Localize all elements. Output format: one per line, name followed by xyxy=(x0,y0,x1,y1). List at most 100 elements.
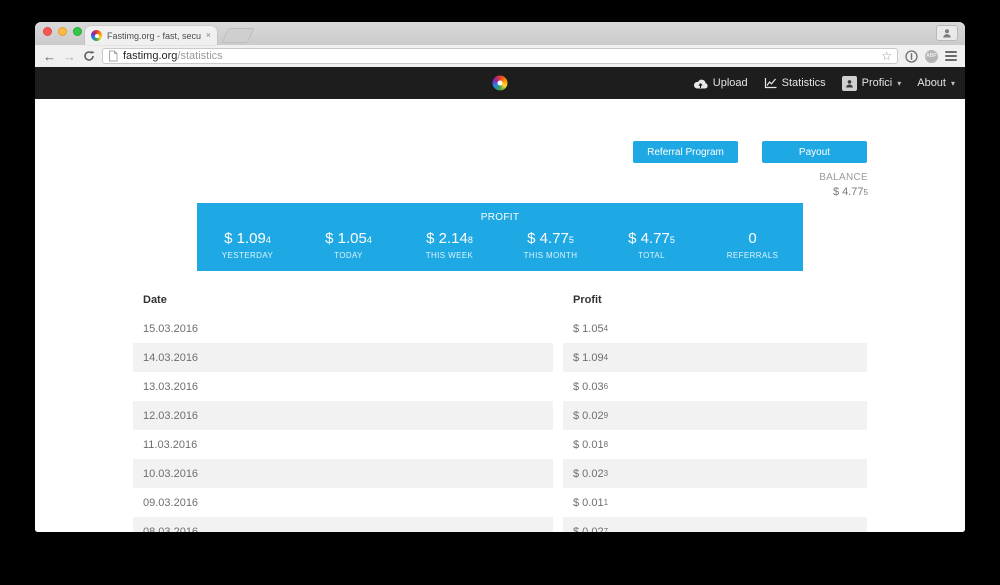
table-row: 11.03.2016 $ 0.01 8 xyxy=(133,430,867,459)
minimize-window-button[interactable] xyxy=(58,27,67,36)
cloud-upload-icon xyxy=(693,79,708,89)
url-text: fastimg.org/statistics xyxy=(123,50,223,62)
table-row: 12.03.2016 $ 0.02 9 xyxy=(133,401,867,430)
tab-strip: Fastimg.org - fast, secure × xyxy=(35,22,965,45)
nav-statistics-label: Statistics xyxy=(781,77,826,89)
chevron-down-icon: ▾ xyxy=(950,78,955,88)
table-row: 10.03.2016 $ 0.02 3 xyxy=(133,459,867,488)
profit-stat: $ 4.775 TOTAL xyxy=(601,230,702,260)
row-date: 10.03.2016 xyxy=(133,459,553,488)
chrome-profile-button[interactable] xyxy=(936,25,958,41)
browser-tab[interactable]: Fastimg.org - fast, secure × xyxy=(85,26,217,45)
close-window-button[interactable] xyxy=(43,27,52,36)
profit-stat: $ 1.054 TODAY xyxy=(298,230,399,260)
table-row: 14.03.2016 $ 1.09 4 xyxy=(133,343,867,372)
row-date: 13.03.2016 xyxy=(133,372,553,401)
payout-button[interactable]: Payout xyxy=(762,141,867,163)
row-sub-digit: 4 xyxy=(603,353,609,362)
row-profit: $ 0.02 7 xyxy=(563,517,867,532)
row-date: 15.03.2016 xyxy=(133,314,553,343)
profit-stats: $ 1.094 YESTERDAY $ 1.054 TODAY $ 2.148 … xyxy=(197,230,803,260)
row-sub-digit: 3 xyxy=(603,469,609,478)
stat-sub-digit: 4 xyxy=(265,235,271,245)
browser-toolbar: ← → fastimg.org/statistics ☆ ABP xyxy=(35,45,965,67)
profit-table: Date Profit 15.03.2016 $ 1.05 4 14.03.201… xyxy=(133,285,867,532)
stat-label: REFERRALS xyxy=(726,251,779,260)
table-row: 13.03.2016 $ 0.03 6 xyxy=(133,372,867,401)
chart-icon xyxy=(764,78,777,89)
forward-button: → xyxy=(63,48,76,64)
row-sub-digit: 6 xyxy=(603,382,609,391)
new-tab-button[interactable] xyxy=(221,28,255,43)
stat-label: TOTAL xyxy=(637,251,666,260)
nav-user-label: Profici xyxy=(861,77,893,89)
nav-about-menu[interactable]: About ▾ xyxy=(917,77,955,89)
stat-label: THIS WEEK xyxy=(425,251,474,260)
table-row: 08.03.2016 $ 0.02 7 xyxy=(133,517,867,532)
table-row: 15.03.2016 $ 1.05 4 xyxy=(133,314,867,343)
profit-table-body: 15.03.2016 $ 1.05 4 14.03.2016 $ 1.09 4 13… xyxy=(133,314,867,532)
refresh-button[interactable] xyxy=(83,50,95,62)
row-profit: $ 0.01 1 xyxy=(563,488,867,517)
balance-value: $ 4.775 xyxy=(832,186,868,198)
person-icon xyxy=(943,29,951,38)
stat-label: THIS MONTH xyxy=(523,251,578,260)
profit-stat: $ 2.148 THIS WEEK xyxy=(399,230,500,260)
extension-info-icon[interactable] xyxy=(905,49,918,63)
nav-user-menu[interactable]: Profici ▾ xyxy=(841,75,902,91)
nav-upload[interactable]: Upload xyxy=(693,77,748,89)
row-profit: $ 1.09 4 xyxy=(563,343,867,372)
referral-program-button[interactable]: Referral Program xyxy=(633,141,738,163)
row-sub-digit: 8 xyxy=(603,440,609,449)
column-header-date: Date xyxy=(143,293,167,306)
balance-block: BALANCE $ 4.775 xyxy=(668,172,868,198)
table-row: 09.03.2016 $ 0.01 1 xyxy=(133,488,867,517)
stat-value: $ 1.094 xyxy=(224,230,271,247)
row-date: 11.03.2016 xyxy=(133,430,553,459)
row-profit: $ 0.02 9 xyxy=(563,401,867,430)
balance-label: BALANCE xyxy=(819,172,868,183)
nav-statistics[interactable]: Statistics xyxy=(764,77,826,89)
tab-title: Fastimg.org - fast, secure xyxy=(107,30,201,41)
site-navbar: Upload Statistics Profici ▾ About ▾ xyxy=(35,67,965,99)
site-logo-icon[interactable] xyxy=(492,75,508,91)
profit-stat: $ 4.775 THIS MONTH xyxy=(500,230,601,260)
stat-sub-digit: 5 xyxy=(669,235,675,245)
chrome-menu-icon[interactable] xyxy=(945,51,957,61)
stat-sub-digit: 4 xyxy=(366,235,372,245)
stat-label: TODAY xyxy=(334,251,363,260)
profit-stat: $ 1.094 YESTERDAY xyxy=(197,230,298,260)
row-sub-digit: 7 xyxy=(603,527,609,532)
address-bar[interactable]: fastimg.org/statistics ☆ xyxy=(102,48,898,64)
nav-about-label: About xyxy=(917,77,946,89)
stat-sub-digit: 8 xyxy=(467,235,473,245)
chevron-down-icon: ▾ xyxy=(897,78,902,88)
column-header-profit: Profit xyxy=(573,293,602,306)
page-content: Referral Program Payout BALANCE $ 4.775 … xyxy=(35,99,965,532)
page-icon xyxy=(109,50,118,62)
back-button[interactable]: ← xyxy=(43,48,56,64)
url-path: /statistics xyxy=(177,50,223,62)
profit-stat: 0 REFERRALS xyxy=(702,230,803,260)
stat-value: $ 4.775 xyxy=(628,230,675,247)
user-avatar-icon xyxy=(841,75,857,91)
adblock-icon[interactable]: ABP xyxy=(925,49,938,63)
stat-value: $ 4.775 xyxy=(527,230,574,247)
zoom-window-button[interactable] xyxy=(73,27,82,36)
row-sub-digit: 4 xyxy=(603,324,609,333)
row-profit: $ 0.03 6 xyxy=(563,372,867,401)
window-controls xyxy=(43,27,82,36)
stat-value: $ 2.148 xyxy=(426,230,473,247)
tab-close-icon[interactable]: × xyxy=(205,30,211,40)
bookmark-star-icon[interactable]: ☆ xyxy=(881,49,892,63)
row-date: 12.03.2016 xyxy=(133,401,553,430)
row-date: 14.03.2016 xyxy=(133,343,553,372)
row-profit: $ 1.05 4 xyxy=(563,314,867,343)
browser-window: Fastimg.org - fast, secure × ← → fastimg… xyxy=(35,22,965,532)
balance-sub-digit: 5 xyxy=(863,188,868,197)
url-host: fastimg.org xyxy=(123,50,178,62)
stat-value: 0 xyxy=(748,230,757,247)
row-sub-digit: 1 xyxy=(603,498,609,507)
row-profit: $ 0.01 8 xyxy=(563,430,867,459)
stat-sub-digit: 5 xyxy=(568,235,574,245)
